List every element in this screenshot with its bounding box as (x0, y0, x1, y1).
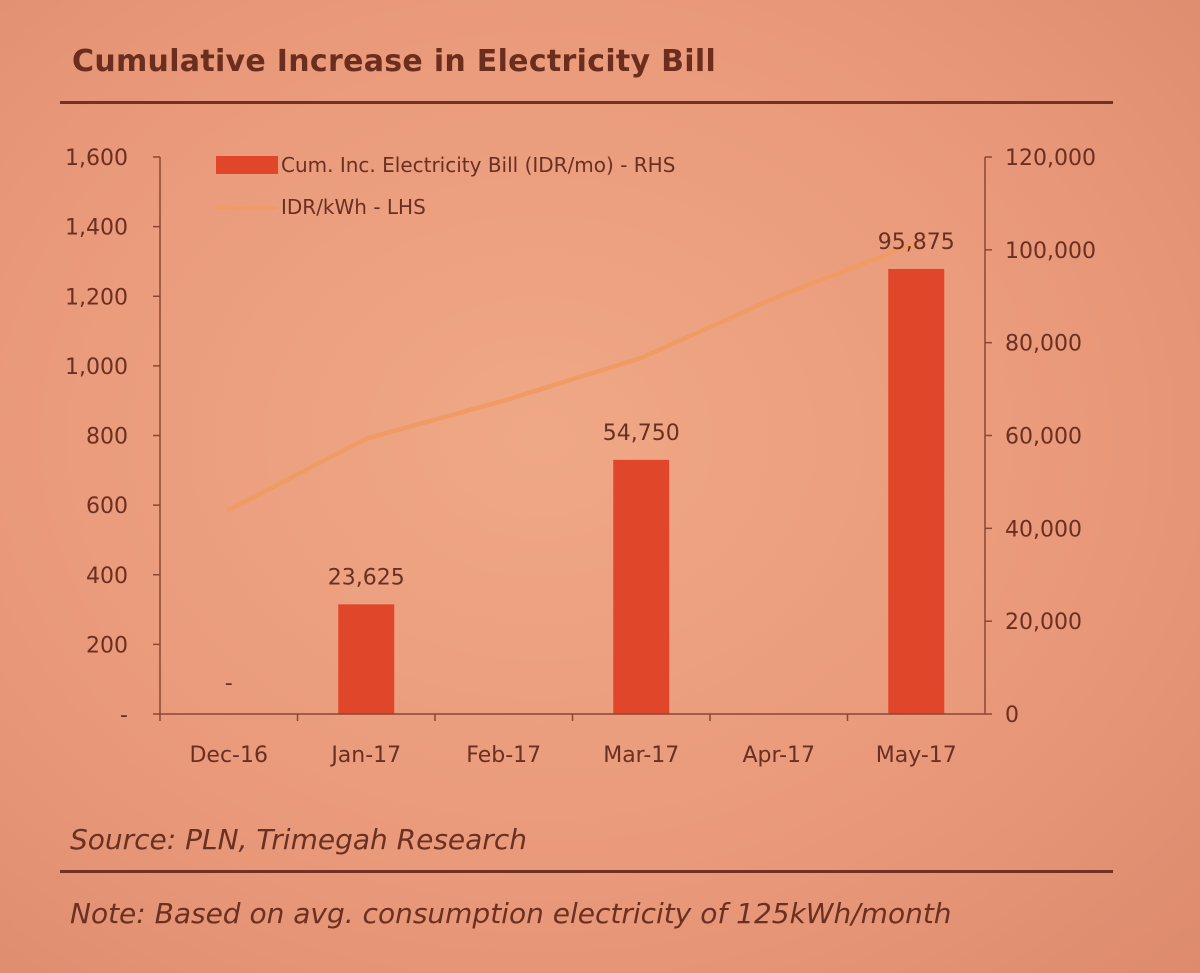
x-category-label: Jan-17 (329, 743, 401, 768)
right-tick-label: 80,000 (1005, 332, 1082, 357)
right-tick-label: 40,000 (1005, 517, 1082, 542)
bar-data-label: 23,625 (328, 565, 405, 590)
bar (888, 268, 945, 714)
footnote: Note: Based on avg. consumption electric… (70, 897, 952, 930)
bar (613, 459, 670, 714)
right-tick-label: 60,000 (1005, 425, 1082, 450)
idr-per-kwh-line (226, 241, 919, 513)
x-category-label: Mar-17 (603, 743, 679, 768)
legend-label-line: IDR/kWh - LHS (281, 195, 426, 219)
left-tick-label: 200 (86, 633, 128, 658)
legend-swatch-bar (216, 156, 278, 174)
title-divider (60, 101, 1113, 104)
x-category-label: Feb-17 (466, 743, 541, 768)
bar-series (338, 268, 945, 714)
x-category-label: Dec-16 (189, 743, 268, 768)
left-tick-label: - (120, 703, 128, 728)
left-tick-label: 1,200 (65, 285, 128, 310)
left-tick-label: 600 (86, 494, 128, 519)
legend-label-bar: Cum. Inc. Electricity Bill (IDR/mo) - RH… (281, 153, 675, 177)
left-tick-label: 800 (86, 425, 128, 450)
bar-data-label: - (225, 671, 233, 696)
footer-divider (60, 870, 1113, 873)
axes: - 200 400 600 800 1,000 1,200 1,400 1,600 0 20,000… (65, 146, 1096, 768)
legend: Cum. Inc. Electricity Bill (IDR/mo) - RH… (216, 153, 675, 219)
right-tick-label: 0 (1005, 703, 1019, 728)
line-series (226, 241, 919, 513)
bar-data-label: 54,750 (603, 421, 680, 446)
bar-data-label: 95,875 (878, 230, 955, 255)
left-tick-label: 1,000 (65, 355, 128, 380)
chart-title: Cumulative Increase in Electricity Bill (72, 44, 717, 79)
right-tick-label: 120,000 (1005, 146, 1096, 171)
left-tick-label: 1,400 (65, 216, 128, 241)
x-category-label: Apr-17 (742, 743, 815, 768)
data-labels: - 23,625 54,750 95,875 (225, 230, 955, 696)
source-note: Source: PLN, Trimegah Research (70, 823, 527, 856)
bar (338, 604, 395, 714)
right-tick-label: 100,000 (1005, 239, 1096, 264)
x-category-label: May-17 (876, 743, 957, 768)
left-tick-label: 400 (86, 564, 128, 589)
left-tick-label: 1,600 (65, 146, 128, 171)
right-tick-label: 20,000 (1005, 610, 1082, 635)
